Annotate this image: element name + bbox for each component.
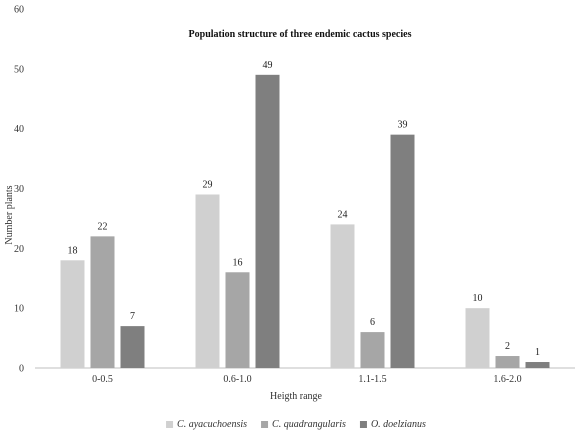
data-label: 16 [233, 257, 243, 268]
bar [255, 74, 280, 369]
data-label: 39 [398, 120, 408, 131]
bar [120, 326, 145, 368]
x-tick-label: 1.6-2.0 [493, 374, 521, 385]
data-label: 18 [68, 245, 78, 256]
data-label: 2 [505, 341, 510, 352]
y-tick-label: 30 [14, 184, 24, 195]
data-label: 7 [130, 311, 135, 322]
bar [225, 272, 250, 368]
y-tick-label: 20 [14, 244, 24, 255]
x-axis-label: Heigth range [270, 391, 322, 402]
y-tick-label: 0 [19, 364, 24, 375]
data-label: 1 [535, 347, 540, 358]
data-label: 6 [370, 317, 375, 328]
legend-swatch [359, 421, 367, 428]
data-label: 29 [203, 179, 213, 190]
y-axis-label: Number plants [4, 185, 15, 244]
legend: C. ayacuchoensis C. quadrangularis O. doel… [166, 419, 426, 430]
bar [525, 362, 550, 368]
legend-label: O. doelzianus [371, 419, 426, 430]
legend-label: C. quadrangularis [272, 419, 346, 430]
bar [60, 260, 85, 368]
y-tick-label: 60 [14, 5, 24, 16]
data-label: 24 [338, 209, 348, 220]
bar [90, 236, 115, 368]
x-tick-label: 1.1-1.5 [358, 374, 386, 385]
bar [465, 308, 490, 368]
legend-label: C. ayacuchoensis [177, 419, 247, 430]
bar [330, 224, 355, 368]
x-tick-label: 0.6-1.0 [223, 374, 251, 385]
bar [360, 332, 385, 368]
data-label: 49 [263, 60, 273, 71]
y-tick-label: 40 [14, 124, 24, 135]
y-tick-label: 10 [14, 304, 24, 315]
y-tick-label: 50 [14, 64, 24, 75]
chart-title: Population structure of three endemic ca… [189, 29, 412, 40]
legend-swatch [166, 421, 174, 428]
x-tick-label: 0-0.5 [92, 374, 113, 385]
data-label: 10 [473, 293, 483, 304]
bar [390, 134, 415, 368]
legend-swatch [261, 421, 269, 428]
data-label: 22 [98, 221, 108, 232]
bar [495, 356, 520, 368]
bar [195, 194, 220, 368]
plot-area: 0 10 20 30 40 50 60 18 22 7 0-0.5 29 16 49 0.6-1.0 24 6 3… [14, 5, 575, 385]
